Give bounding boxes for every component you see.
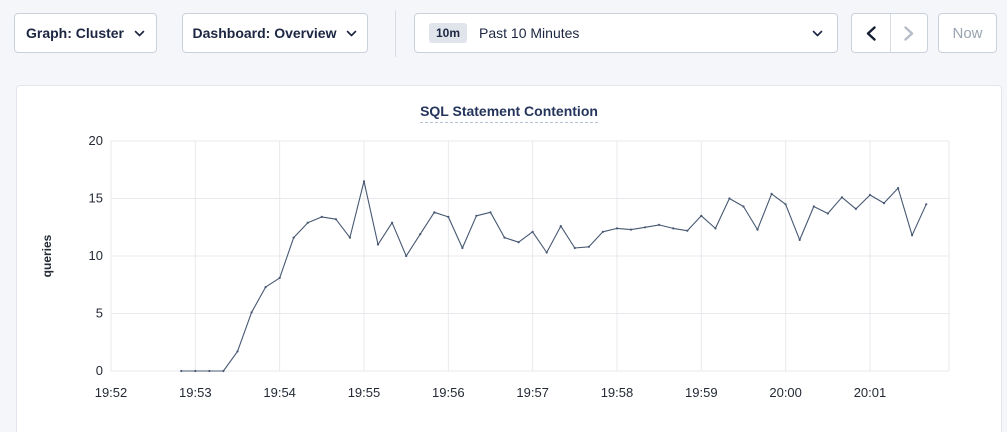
dashboard-dropdown-label: Dashboard: Overview (192, 25, 337, 41)
x-tick-label: 19:53 (179, 385, 212, 400)
time-range-badge: 10m (429, 23, 468, 43)
chevron-left-icon (866, 25, 876, 41)
chart-axes: 0 5 10 15 20 19:52 19:53 19:54 19:55 19:56 19:57 19… (40, 133, 886, 400)
x-tick-label: 19:59 (685, 385, 718, 400)
y-tick-label: 20 (89, 133, 103, 148)
chevron-down-icon (347, 30, 357, 36)
y-tick-label: 15 (89, 191, 103, 206)
time-nav-group (851, 13, 928, 53)
sql-statement-contention-chart: 0 5 10 15 20 19:52 19:53 19:54 19:55 19:56 19:57 19… (40, 133, 950, 400)
chevron-down-icon (134, 30, 145, 36)
chart-grid (110, 140, 950, 372)
chart-title-row: SQL Statement Contention (17, 86, 1001, 126)
time-range-select[interactable]: 10m Past 10 Minutes (414, 13, 838, 53)
chevron-down-icon (812, 30, 823, 36)
x-tick-label: 19:54 (263, 385, 296, 400)
dashboard-dropdown[interactable]: Dashboard: Overview (182, 13, 368, 53)
toolbar-divider (395, 10, 396, 57)
series-points (180, 180, 928, 373)
y-tick-label: 10 (89, 248, 103, 263)
time-next-button[interactable] (889, 14, 928, 52)
chart-title[interactable]: SQL Statement Contention (420, 103, 598, 123)
time-prev-button[interactable] (852, 14, 890, 52)
y-tick-label: 5 (96, 306, 103, 321)
x-tick-label: 19:58 (601, 385, 634, 400)
chart-card: SQL Statement Contention 0 5 10 15 20 19:52 19… (16, 85, 1002, 432)
x-tick-label: 19:55 (348, 385, 381, 400)
series-line (181, 180, 927, 372)
toolbar: Graph: Cluster Dashboard: Overview 10m P… (0, 0, 1007, 70)
x-tick-label: 20:00 (769, 385, 802, 400)
x-tick-label: 20:01 (854, 385, 887, 400)
now-button[interactable]: Now (938, 13, 997, 53)
y-axis-label: queries (40, 234, 54, 277)
y-tick-label: 0 (96, 363, 103, 378)
x-tick-label: 19:56 (432, 385, 465, 400)
x-tick-label: 19:52 (95, 385, 128, 400)
time-range-label: Past 10 Minutes (479, 25, 580, 41)
graph-dropdown-label: Graph: Cluster (25, 25, 124, 41)
x-tick-label: 19:57 (516, 385, 549, 400)
chevron-right-icon (904, 25, 913, 41)
graph-dropdown[interactable]: Graph: Cluster (14, 13, 157, 53)
